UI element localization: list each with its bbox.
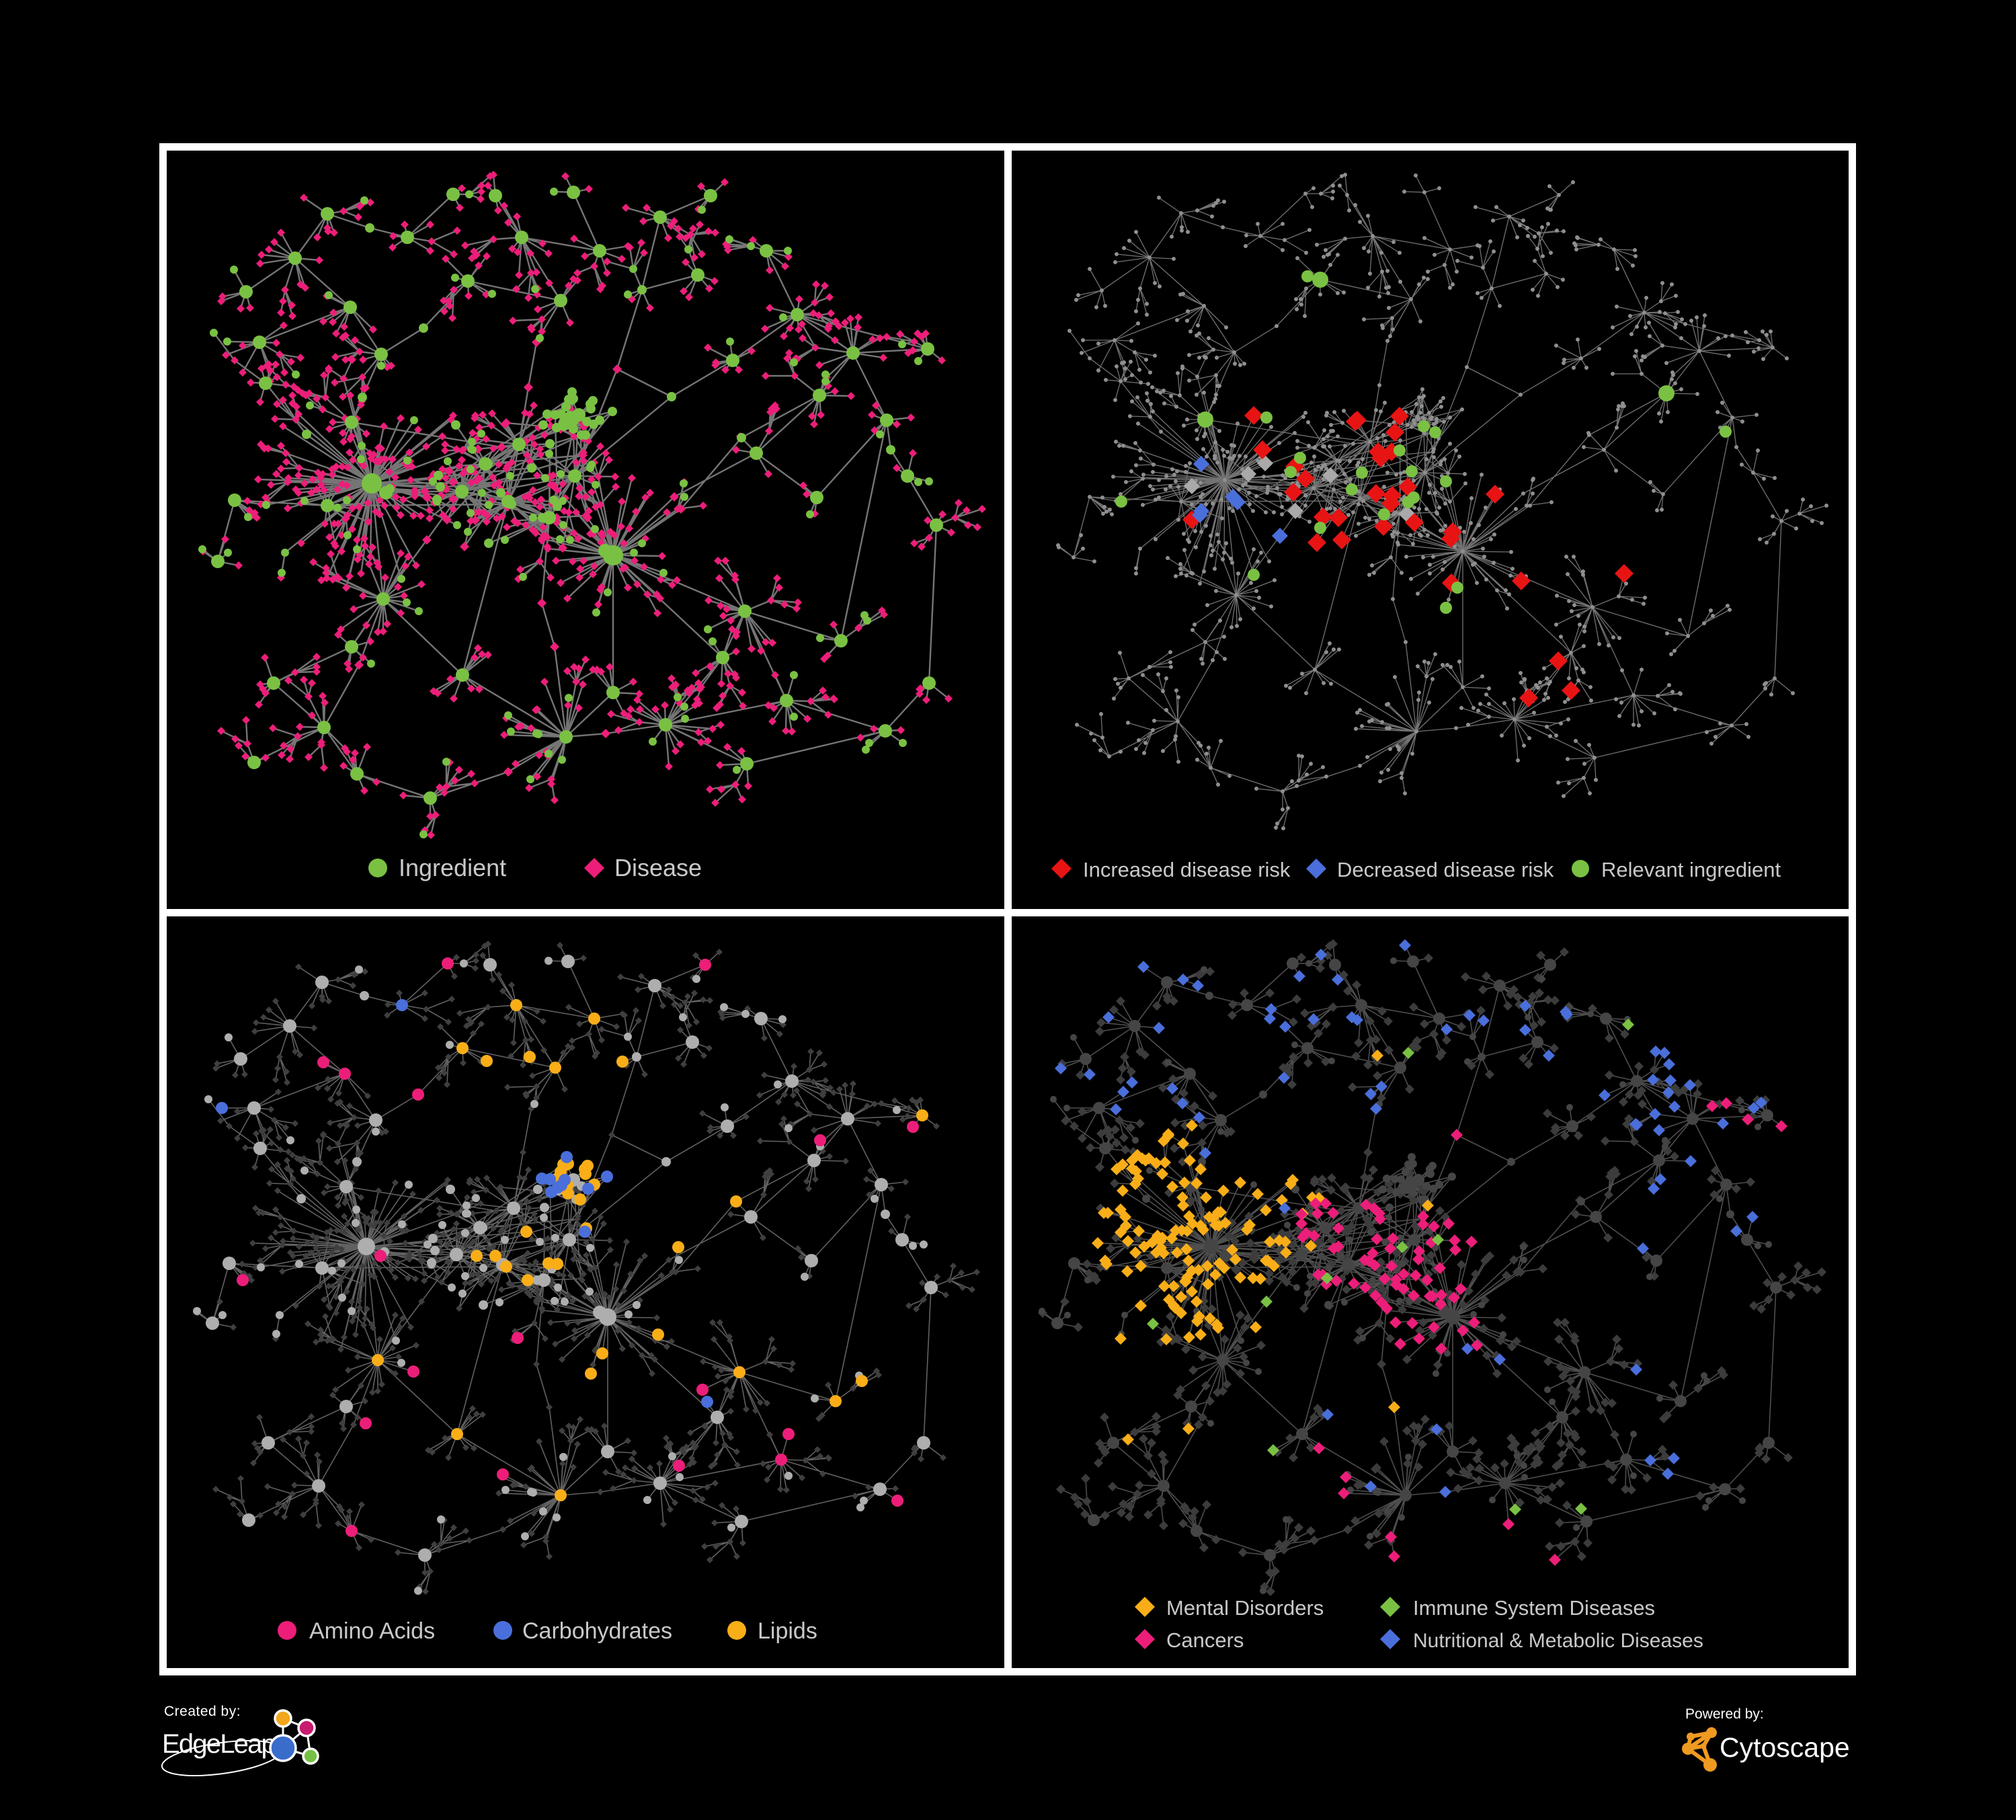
svg-text:Ingredient: Ingredient <box>399 854 506 881</box>
svg-text:Lipids: Lipids <box>758 1618 817 1644</box>
svg-text:Increased disease risk: Increased disease risk <box>1083 858 1291 881</box>
svg-text:Decreased disease risk: Decreased disease risk <box>1337 858 1554 881</box>
svg-text:Mental Disorders: Mental Disorders <box>1166 1596 1324 1620</box>
svg-text:Nutritional & Metabolic Diseas: Nutritional & Metabolic Diseases <box>1413 1630 1703 1652</box>
svg-text:Cancers: Cancers <box>1166 1628 1244 1652</box>
svg-text:Relevant ingredient: Relevant ingredient <box>1601 858 1781 881</box>
svg-text:Disease: Disease <box>614 854 702 881</box>
svg-text:Carbohydrates: Carbohydrates <box>522 1618 672 1644</box>
svg-text:Immune System Diseases: Immune System Diseases <box>1413 1596 1655 1620</box>
svg-text:Amino Acids: Amino Acids <box>309 1618 435 1644</box>
